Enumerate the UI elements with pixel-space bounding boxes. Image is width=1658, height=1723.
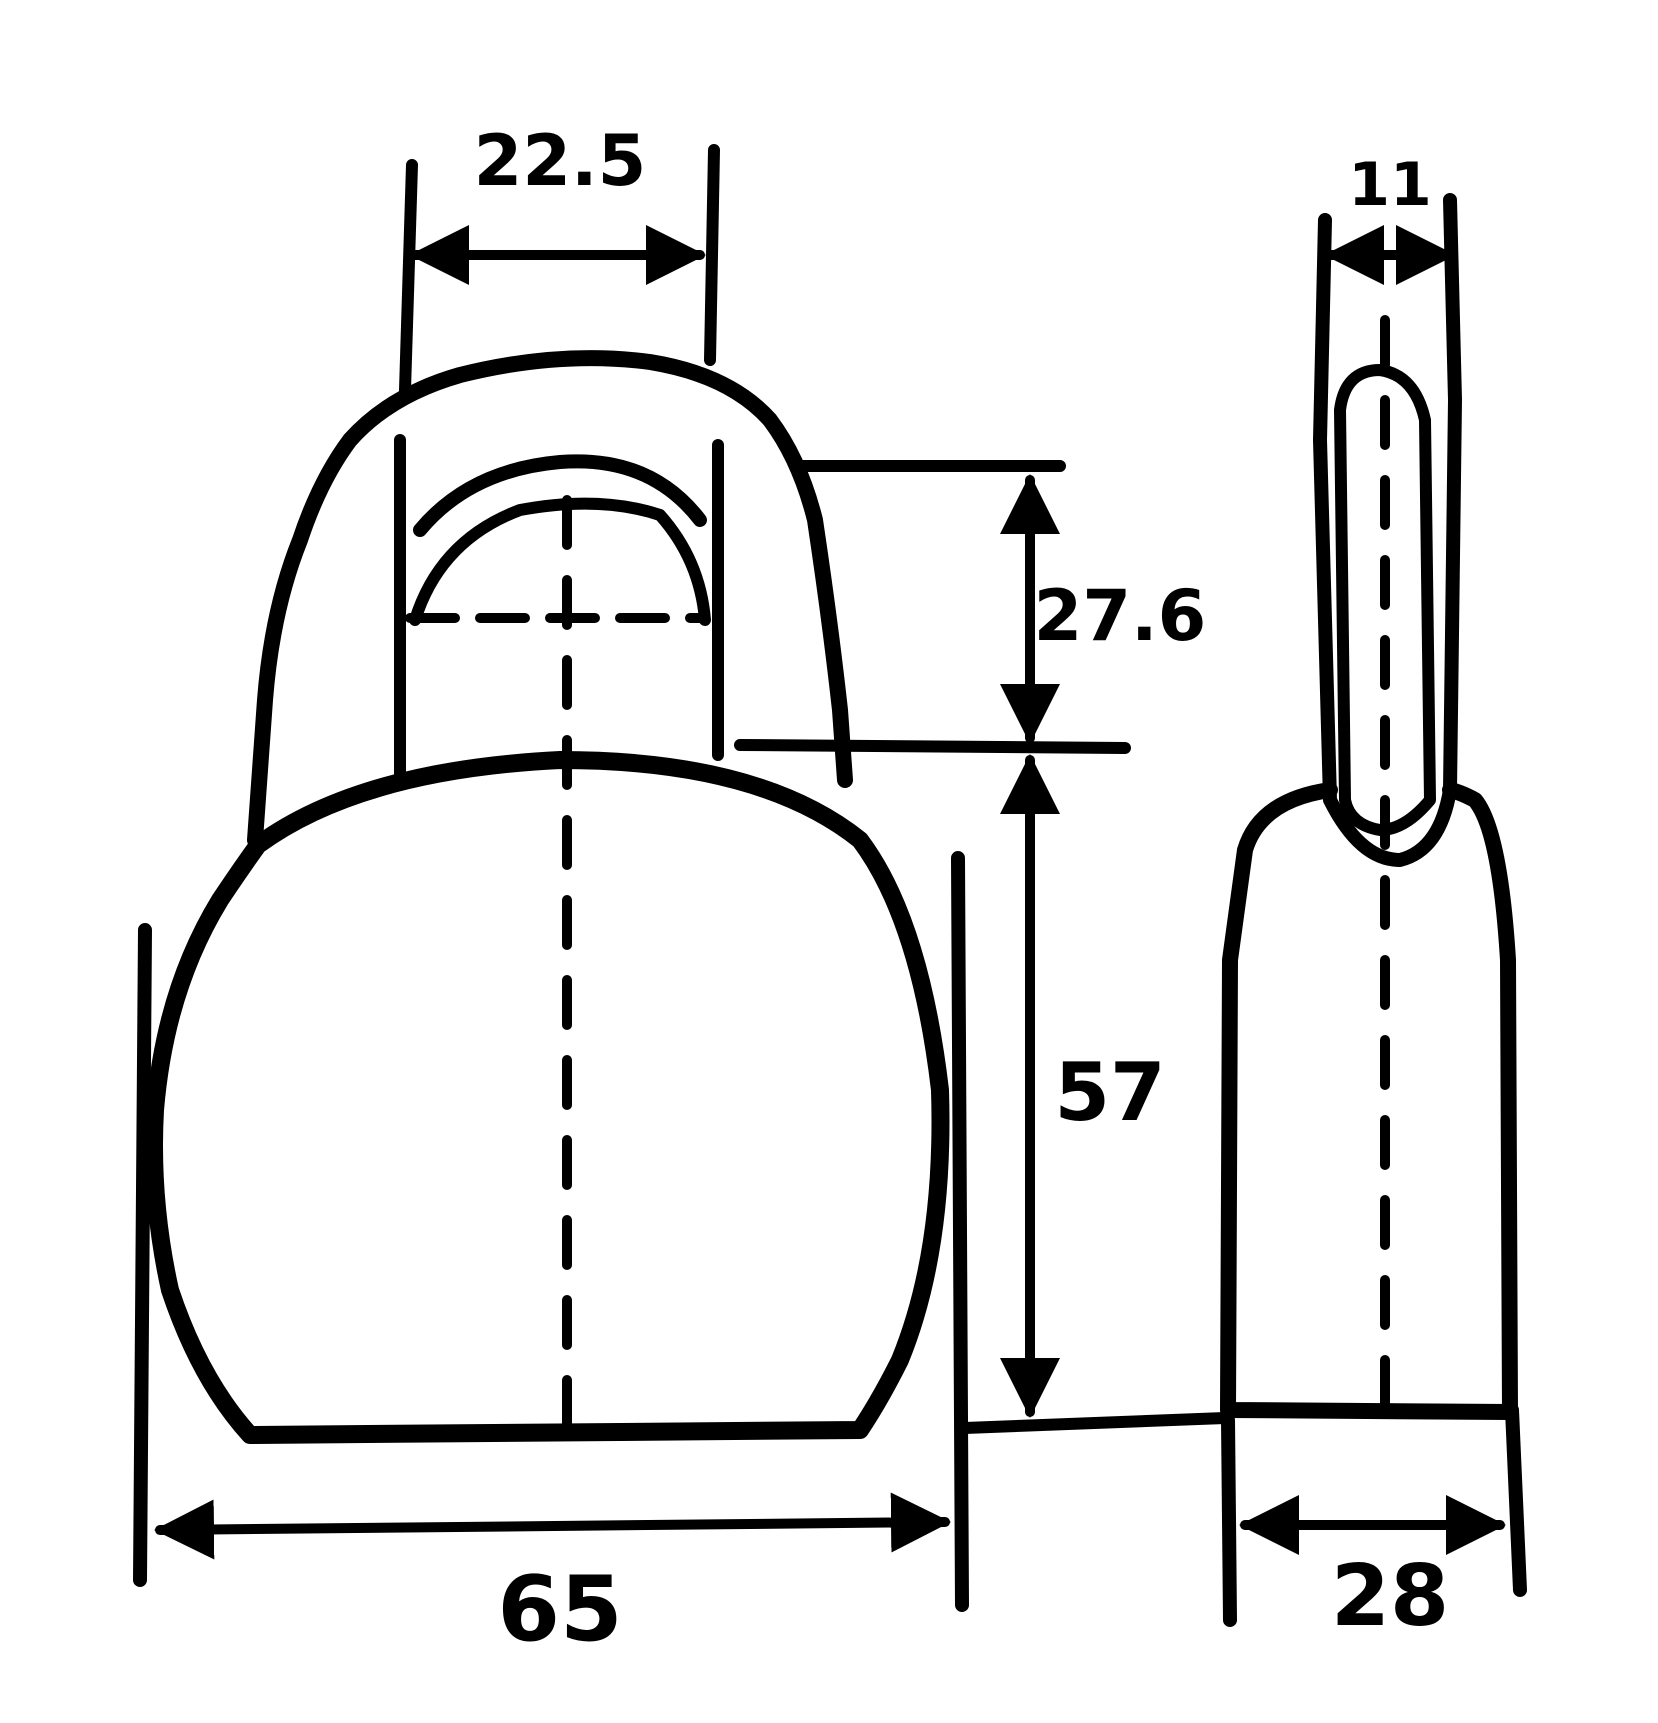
left-frame-line [133,923,152,1587]
ext-line-middle [734,739,1131,754]
ext-line-top-right [704,144,720,366]
ext-line-bottom [959,1412,1231,1434]
front-view [133,144,1231,1612]
side-frame-right [1505,1403,1527,1597]
label-lower-height: 57 [1054,1046,1165,1139]
ext-line-top-left [399,159,418,396]
side-frame-left [1221,1413,1237,1627]
upper-inner-arc [413,454,707,537]
label-top-width: 22.5 [474,120,647,202]
dimension-lines [154,225,1506,1560]
side-shaft [1313,193,1462,867]
upper-outer-profile [247,350,853,848]
inner-profile [409,497,711,626]
label-side-base-width: 28 [1331,1547,1449,1646]
label-base-width: 65 [497,1557,622,1662]
dim-line-base-width [154,1492,951,1560]
right-frame-line [951,851,969,1612]
label-upper-height: 27.6 [1034,575,1207,657]
label-side-top-width: 11 [1348,150,1432,220]
side-view [1220,193,1527,1627]
side-shaft-inner [1334,364,1436,836]
side-cylinder [1220,782,1518,1420]
dimension-labels: 22.5 27.6 57 65 11 28 [474,120,1450,1662]
lower-body [145,751,950,1444]
